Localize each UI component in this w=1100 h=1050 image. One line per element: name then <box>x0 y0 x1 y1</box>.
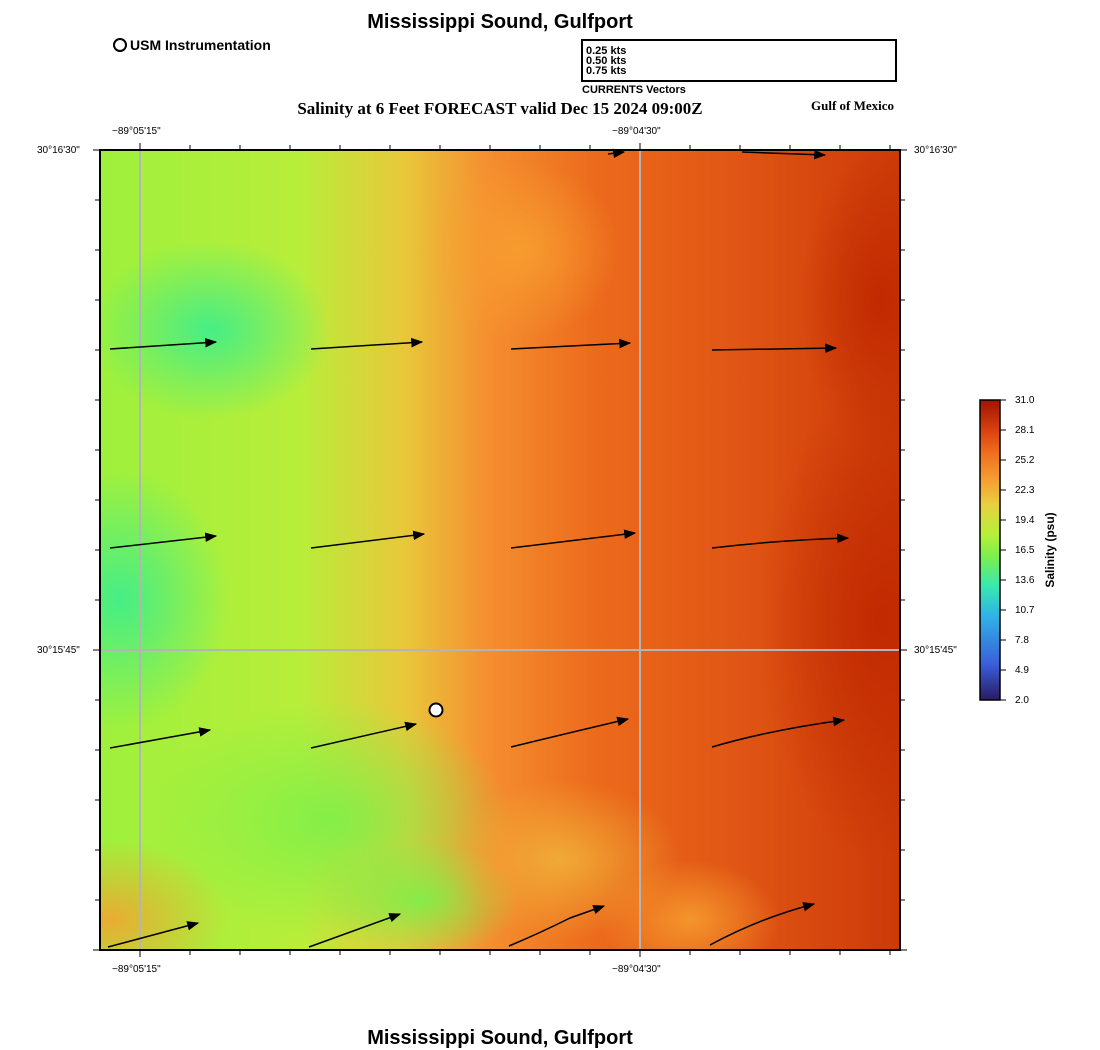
colorbar-tick-label: 13.6 <box>1015 575 1035 586</box>
current-vector <box>109 337 218 350</box>
current-vector <box>510 338 632 350</box>
colorbar-tick-label: 25.2 <box>1015 455 1035 466</box>
left-lat-label: 30°16'30" <box>37 145 80 156</box>
current-vector <box>607 148 626 159</box>
graticule <box>100 150 900 950</box>
colorbar-ticks <box>1000 399 1006 701</box>
colorbar-tick-label: 2.0 <box>1015 695 1029 706</box>
colorbar-tick-label: 22.3 <box>1015 485 1035 496</box>
current-vector <box>308 913 402 948</box>
open-circle-icon <box>113 38 127 52</box>
region-label: Gulf of Mexico <box>811 98 895 113</box>
vector-legend-caption: CURRENTS Vectors <box>582 84 686 96</box>
current-vector <box>741 149 827 160</box>
current-vector <box>107 921 200 948</box>
usm-station-marker[interactable] <box>428 702 444 718</box>
current-vector <box>510 716 630 748</box>
station-legend: USM Instrumentation <box>113 37 271 53</box>
colorbar-tick-label: 31.0 <box>1015 395 1035 406</box>
vector-legend-entry: 0.50 kts <box>586 55 627 67</box>
current-vector <box>310 721 418 749</box>
current-vector <box>109 532 218 549</box>
map-subtitle: Salinity at 6 Feet FORECAST valid Dec 15… <box>297 99 703 118</box>
bottom-lon-label: −89°04'30" <box>612 964 661 975</box>
vector-legend-entry: 0.25 kts <box>586 45 627 57</box>
bottom-lon-label: −89°05'15" <box>112 964 161 975</box>
colorbar-tick-label: 7.8 <box>1015 635 1029 646</box>
right-lat-label: 30°16'30" <box>914 145 957 156</box>
top-lon-label: −89°05'15" <box>112 126 161 137</box>
current-vector <box>711 533 850 549</box>
station-legend-label: USM Instrumentation <box>130 37 271 53</box>
current-vector <box>711 343 838 353</box>
current-vector <box>709 902 816 946</box>
map-title: Mississippi Sound, Gulfport <box>367 11 633 33</box>
current-vectors <box>107 148 850 948</box>
frame-ticks <box>93 143 907 957</box>
right-lat-label: 30°15'45" <box>914 645 957 656</box>
top-lon-label: −89°04'30" <box>612 126 661 137</box>
current-vector <box>510 529 637 549</box>
colorbar <box>979 399 1001 701</box>
colorbar-tick-label: 28.1 <box>1015 425 1035 436</box>
colorbar-tick-label: 19.4 <box>1015 515 1035 526</box>
current-vector <box>508 905 606 947</box>
current-vector <box>310 530 426 549</box>
vector-legend-entry: 0.75 kts <box>586 65 627 77</box>
colorbar-tick-label: 10.7 <box>1015 605 1035 616</box>
colorbar-tick-label: 4.9 <box>1015 665 1029 676</box>
current-vector <box>109 727 212 749</box>
current-vector <box>310 337 424 350</box>
colorbar-title: Salinity (psu) <box>1043 512 1057 588</box>
left-lat-label: 30°15'45" <box>37 645 80 656</box>
colorbar-tick-label: 16.5 <box>1015 545 1035 556</box>
footer-title: Mississippi Sound, Gulfport <box>367 1027 633 1049</box>
current-vector <box>711 716 846 748</box>
salinity-field <box>100 150 900 950</box>
vector-legend-box: 0.25 kts 0.50 kts 0.75 kts <box>581 39 897 82</box>
